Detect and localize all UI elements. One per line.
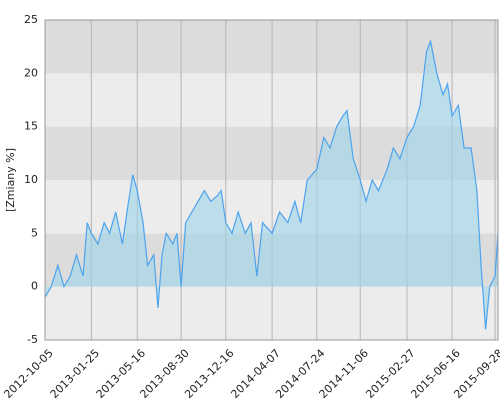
y-tick-label: -5 (27, 333, 38, 346)
y-tick-label: 0 (31, 280, 38, 293)
grid-band (45, 286, 498, 340)
y-tick-label: 15 (24, 120, 38, 133)
line (44, 39, 499, 330)
y-tick-label: 10 (24, 173, 38, 186)
area (45, 41, 498, 330)
y-axis-label: [Zmiany %] (4, 148, 17, 212)
y-tick-label: 25 (24, 13, 38, 26)
y-tick-label: 20 (24, 66, 38, 79)
plot-frame (44, 19, 499, 341)
y-tick-label: 5 (31, 226, 38, 239)
grid-band (45, 20, 498, 74)
